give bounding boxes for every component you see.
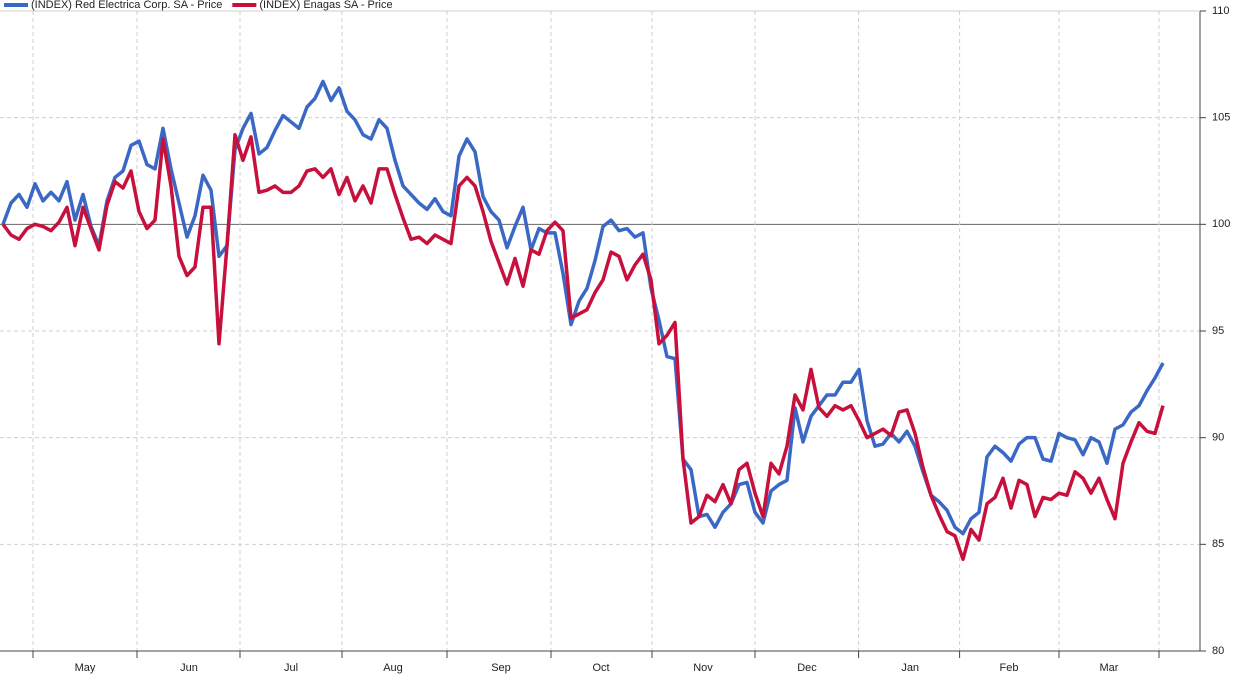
x-tick-label: Nov <box>693 662 713 674</box>
x-tick-label: Oct <box>592 662 609 674</box>
y-tick-label: 95 <box>1212 325 1224 337</box>
x-tick-label: Mar <box>1100 662 1119 674</box>
x-tick-label: Jul <box>284 662 298 674</box>
x-tick-label: Jan <box>901 662 919 674</box>
x-tick-label: Dec <box>797 662 817 674</box>
legend-label: (INDEX) Red Electrica Corp. SA - Price <box>31 0 222 11</box>
y-tick-label: 90 <box>1212 432 1224 444</box>
x-tick-label: Jun <box>180 662 198 674</box>
x-tick-label: May <box>75 662 96 674</box>
x-tick-label: Feb <box>1000 662 1019 674</box>
y-tick-label: 100 <box>1212 218 1230 230</box>
y-tick-label: 85 <box>1212 538 1224 550</box>
x-tick-label: Sep <box>491 662 511 674</box>
series-line <box>1 79 1165 536</box>
legend-label: (INDEX) Enagas SA - Price <box>259 0 392 11</box>
y-tick-label: 110 <box>1212 5 1230 17</box>
series-line <box>1 132 1165 562</box>
y-tick-label: 105 <box>1212 112 1230 124</box>
y-tick-label: 80 <box>1212 645 1224 657</box>
x-tick-label: Aug <box>383 662 403 674</box>
